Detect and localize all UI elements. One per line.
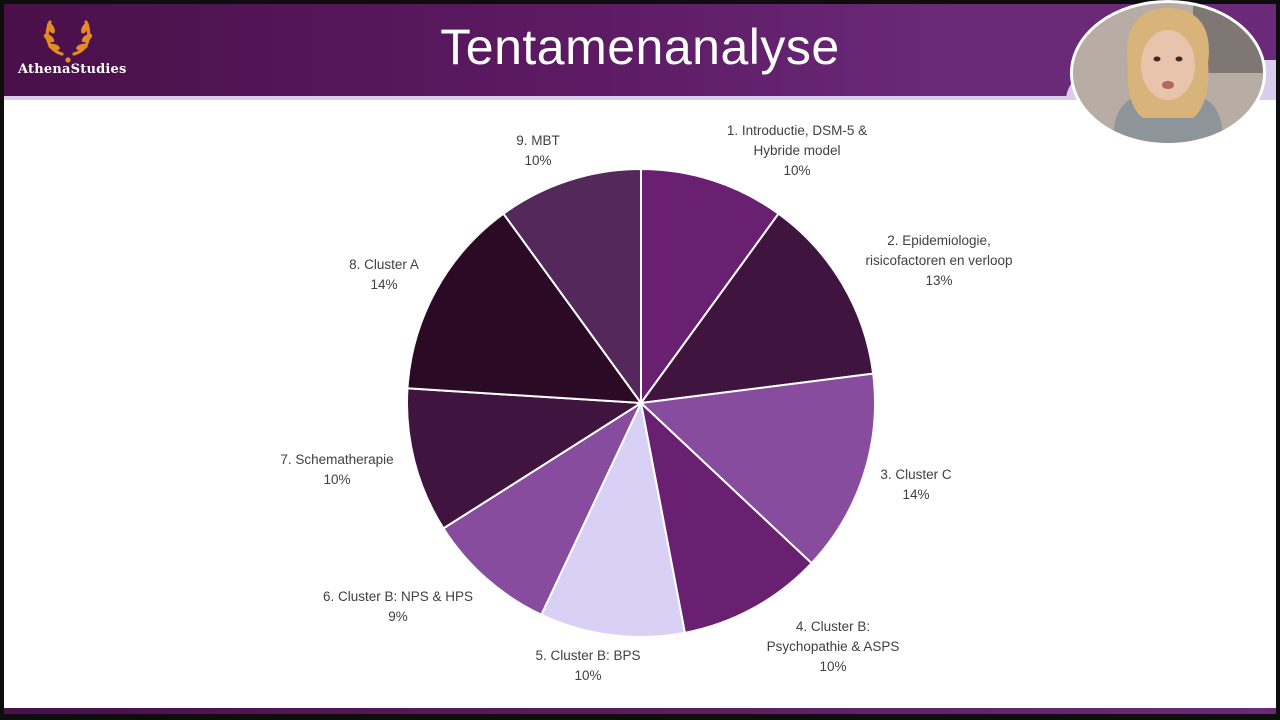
- slice-label-7: 7. Schematherapie 10%: [280, 452, 393, 487]
- logo-text: AthenaStudies: [18, 62, 127, 77]
- slice-label-8: 8. Cluster A 14%: [349, 257, 419, 292]
- slice-label-2: 2. Epidemiologie, risicofactoren en verlo…: [865, 233, 1012, 288]
- slice-label-6: 6. Cluster B: NPS & HPS 9%: [323, 589, 473, 624]
- pie-slice-1: [640, 167, 780, 407]
- slice-label-4: 4. Cluster B: Psychopathie & ASPS 10%: [767, 619, 900, 674]
- athenastudies-logo: AthenaStudies: [18, 16, 127, 86]
- presenter-webcam: [1070, 0, 1266, 146]
- header-accent-stripe: [4, 96, 1276, 100]
- slice-label-3: 3. Cluster C 14%: [880, 467, 952, 502]
- pie-chart: 1. Introductie, DSM-5 & Hybride model 10% 2…: [280, 123, 1012, 683]
- presenter-video-image: [1073, 3, 1263, 143]
- slice-label-9: 9. MBT 10%: [516, 133, 560, 168]
- pie-slice-4: [639, 400, 813, 635]
- pie-slice-5: [540, 399, 687, 638]
- footer-bar: [4, 708, 1276, 714]
- slide: AthenaStudies Tentamenanalyse 1. Introdu…: [4, 4, 1276, 714]
- pie-slice-7: [406, 387, 645, 530]
- pie-slice-3: [638, 372, 876, 565]
- pie-slice-2: [638, 212, 875, 405]
- slide-title: Tentamenanalyse: [440, 19, 840, 75]
- pie-slice-6: [442, 400, 644, 617]
- pie-slice-9: [502, 167, 642, 407]
- slice-label-1: 1. Introductie, DSM-5 & Hybride model 10%: [727, 123, 867, 178]
- header-bar: [4, 4, 1276, 96]
- pie-slice-8: [406, 212, 644, 405]
- slice-label-5: 5. Cluster B: BPS 10%: [535, 648, 640, 683]
- laurel-icon: [43, 20, 93, 63]
